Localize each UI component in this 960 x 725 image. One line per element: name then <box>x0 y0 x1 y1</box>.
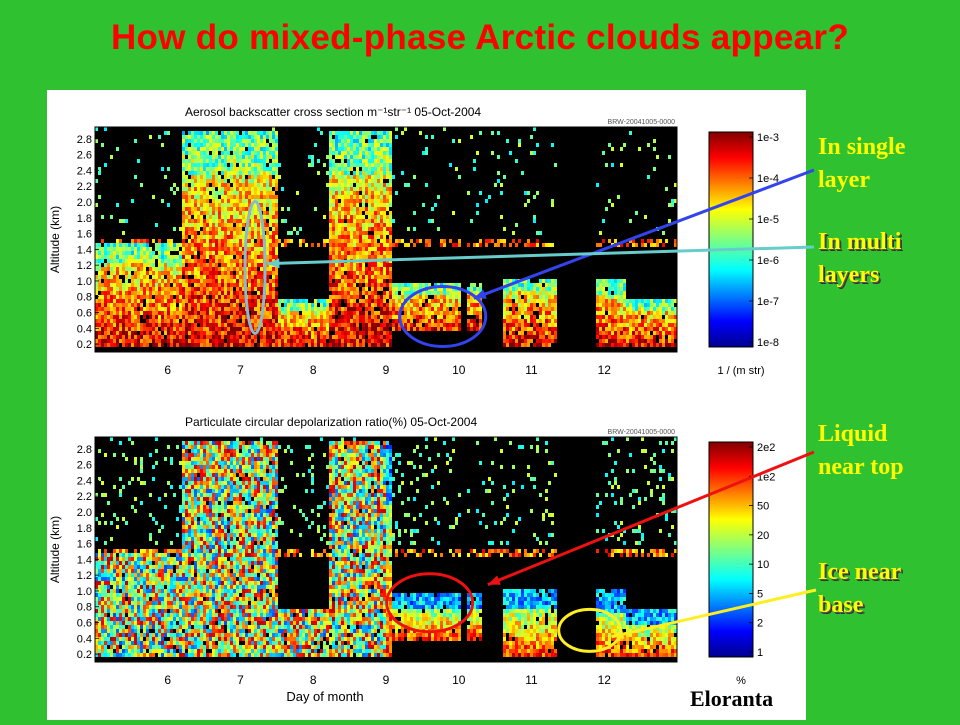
multi-layer-arrow <box>267 247 814 268</box>
author-credit: Eloranta <box>690 686 773 712</box>
ice-base-arrow <box>612 590 816 639</box>
liquid-top-arrow <box>488 452 814 585</box>
single-layer-arrow <box>474 170 814 299</box>
multi-layer-marker <box>245 202 265 334</box>
ice-base-marker <box>559 609 621 651</box>
single-layer-marker <box>400 286 486 346</box>
liquid-top-marker <box>387 574 473 632</box>
